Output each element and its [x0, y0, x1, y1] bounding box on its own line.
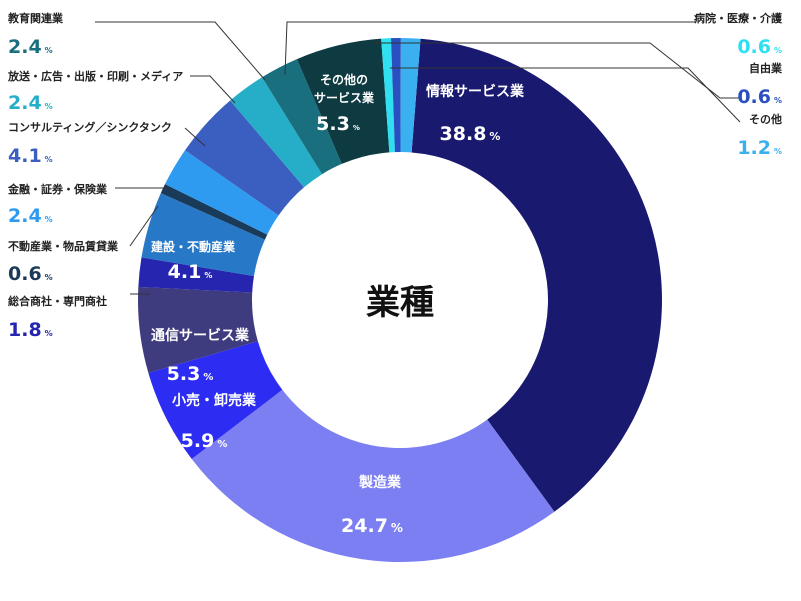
- label-value-放送-広告-出版-印刷-メディア: 2.4%: [8, 92, 53, 114]
- label-name-その他サービス業-2: サービス業: [314, 90, 375, 105]
- label-name-コンサルティング-シンクタンク: コンサルティング／シンクタンク: [8, 120, 172, 134]
- label-value-総合商社-専門商社: 1.8%: [8, 319, 53, 341]
- label-name-金融-証券-保険業: 金融・証券・保険業: [7, 182, 108, 196]
- leader-放送-広告-出版-印刷-メディア: [190, 76, 235, 103]
- label-value-自由業: 0.6%: [737, 86, 782, 108]
- label-value-病院-医療-介護: 0.6%: [737, 36, 782, 58]
- label-name-自由業: 自由業: [749, 61, 783, 75]
- label-name-不動産業-物品賃貸業: 不動産業・物品賃貸業: [8, 239, 119, 253]
- label-name-通信サービス業: 通信サービス業: [151, 327, 250, 344]
- label-value-その他: 1.2%: [737, 137, 782, 159]
- label-name-小売-卸売業: 小売・卸売業: [172, 392, 257, 409]
- label-name-建設-不動産業: 建設・不動産業: [150, 239, 236, 254]
- label-name-病院-医療-介護: 病院・医療・介護: [694, 11, 783, 25]
- chart-title: 業種: [366, 283, 434, 323]
- label-value-コンサルティング-シンクタンク: 4.1%: [8, 145, 53, 167]
- label-name-情報サービス業: 情報サービス業: [426, 83, 525, 100]
- label-name-総合商社-専門商社: 総合商社・専門商社: [8, 294, 107, 308]
- label-value-教育関連業: 2.4%: [8, 36, 53, 58]
- label-value-不動産業-物品賃貸業: 0.6%: [8, 263, 53, 285]
- label-name-教育関連業: 教育関連業: [7, 11, 64, 25]
- label-value-金融-証券-保険業: 2.4%: [8, 205, 53, 227]
- label-name-その他: その他: [749, 112, 782, 126]
- label-name-その他サービス業: その他の: [320, 72, 368, 87]
- label-name-放送-広告-出版-印刷-メディア: 放送・広告・出版・印刷・メディア: [7, 69, 183, 83]
- label-name-製造業: 製造業: [358, 474, 402, 491]
